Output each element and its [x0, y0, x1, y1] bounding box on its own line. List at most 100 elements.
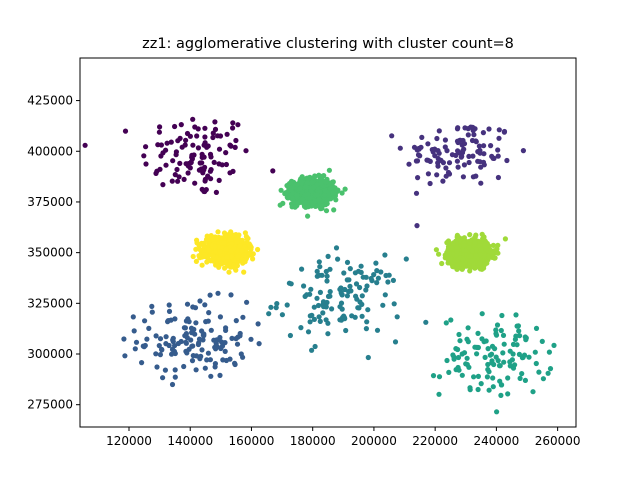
data-point	[175, 138, 181, 144]
x-tick-label: 160000	[229, 434, 275, 448]
data-point	[440, 178, 446, 184]
data-point	[483, 338, 489, 344]
data-point	[468, 253, 474, 259]
data-point	[199, 160, 205, 166]
data-point	[545, 370, 551, 376]
data-point	[156, 343, 162, 349]
cluster-4	[430, 311, 557, 415]
data-point	[301, 283, 307, 289]
data-point	[143, 161, 149, 167]
data-point	[326, 167, 332, 173]
data-point	[455, 364, 461, 371]
data-point	[476, 143, 482, 149]
data-point	[335, 256, 341, 262]
data-point	[202, 252, 208, 258]
data-point	[352, 314, 358, 320]
data-point	[233, 137, 239, 144]
data-point	[196, 253, 202, 259]
data-point	[368, 275, 374, 282]
data-point	[473, 173, 479, 179]
data-point	[158, 142, 164, 148]
data-point	[390, 277, 396, 283]
data-point	[190, 142, 196, 148]
data-point	[218, 235, 224, 241]
data-point	[165, 318, 171, 324]
data-point	[317, 289, 323, 295]
data-point	[312, 343, 318, 350]
data-point	[540, 376, 547, 382]
data-point	[288, 281, 294, 287]
data-point	[322, 192, 328, 198]
data-point	[414, 223, 420, 229]
data-point	[208, 154, 214, 160]
data-point	[279, 312, 285, 318]
data-point	[465, 325, 471, 331]
x-tick-label: 260000	[535, 434, 581, 448]
data-point	[463, 361, 469, 367]
data-point	[465, 132, 471, 138]
data-point	[427, 180, 433, 187]
data-point	[190, 304, 196, 310]
data-point	[157, 336, 164, 342]
data-point	[536, 369, 542, 375]
data-point	[311, 304, 317, 310]
data-point	[220, 357, 226, 363]
data-point	[462, 125, 468, 131]
data-point	[500, 332, 507, 338]
data-point	[532, 349, 538, 355]
data-point	[320, 310, 326, 316]
data-point	[533, 360, 539, 367]
data-point	[240, 314, 246, 320]
data-point	[185, 316, 191, 322]
data-point	[490, 384, 496, 390]
data-point	[478, 381, 484, 387]
data-point	[294, 193, 300, 199]
data-point	[485, 361, 491, 368]
data-point	[397, 145, 403, 151]
data-point	[411, 144, 418, 150]
data-point	[455, 354, 462, 361]
data-point	[194, 133, 200, 139]
data-point	[520, 148, 527, 154]
data-point	[202, 302, 208, 308]
data-point	[490, 375, 496, 381]
data-point	[359, 293, 365, 299]
data-point	[317, 318, 323, 324]
data-point	[201, 167, 207, 173]
data-point	[347, 283, 353, 289]
data-point	[435, 148, 441, 154]
data-point	[228, 229, 234, 235]
y-axis: 275000 300000 325000 350000 375000 400000 4250…	[27, 94, 80, 412]
data-point	[195, 126, 201, 132]
data-point	[143, 144, 149, 150]
data-point	[270, 168, 276, 174]
data-point	[436, 128, 442, 134]
data-point	[217, 133, 224, 139]
data-point	[319, 203, 325, 209]
data-point	[199, 328, 205, 334]
data-point	[256, 341, 262, 347]
data-point	[445, 169, 452, 176]
data-point	[325, 331, 331, 337]
data-point	[461, 162, 467, 168]
data-point	[274, 301, 280, 307]
data-point	[325, 293, 332, 299]
data-point	[187, 165, 193, 171]
cluster-6	[433, 231, 508, 274]
data-point	[210, 236, 216, 242]
data-point	[187, 133, 193, 139]
data-point	[466, 245, 472, 251]
data-point	[546, 349, 553, 355]
data-point	[446, 369, 452, 375]
data-point	[204, 357, 210, 363]
data-point	[195, 341, 201, 348]
data-point	[82, 142, 88, 148]
data-point	[324, 198, 330, 204]
data-point	[208, 258, 214, 264]
data-point	[181, 325, 187, 331]
plot-area-frame	[79, 57, 577, 428]
data-point	[312, 173, 318, 179]
data-point	[493, 332, 500, 338]
data-point	[317, 264, 323, 270]
